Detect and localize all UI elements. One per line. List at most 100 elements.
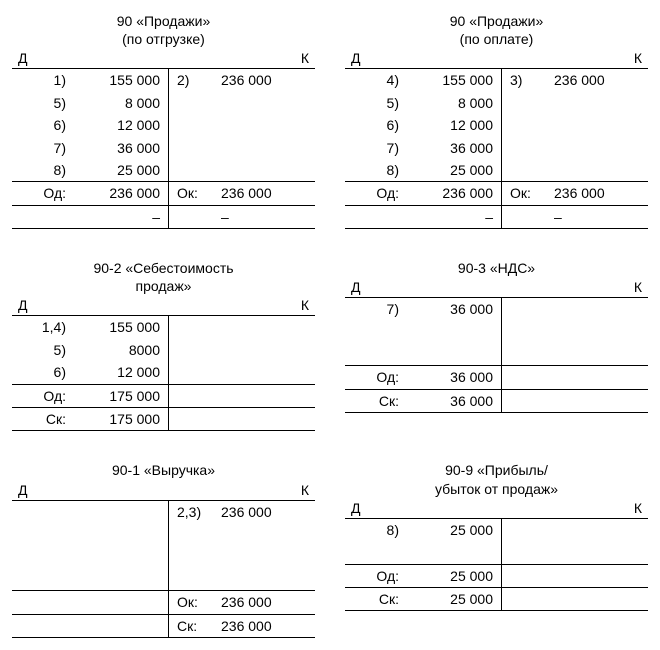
t-row: 5)8 000 [345,92,648,114]
t-account: 90-9 «Прибыль/убыток от продаж»ДК8)25 00… [345,461,648,638]
t-row [345,541,648,563]
col-idx-k: 2) [169,69,217,91]
debit-label: Д [18,50,58,66]
col-val-d: 25 000 [405,519,502,541]
t-body: 4)155 0003)236 0005)8 000 6)12 000 7)36 … [345,69,648,181]
col-idx-d: 5) [351,92,405,114]
col-idx-d [18,615,72,637]
t-row: 8)25 000 [345,519,648,541]
col-idx-k [169,159,217,181]
account-title: 90-2 «Себестоимостьпродаж» [12,259,315,295]
t-row: 8)25 000 [12,159,315,181]
account-title-line: 90-9 «Прибыль/ [345,461,648,479]
col-idx-d [18,545,72,567]
col-val-k [550,541,642,563]
col-val-d: 155 000 [72,316,169,338]
col-val-d: 8 000 [72,92,169,114]
account-title: 90 «Продажи»(по оплате) [345,12,648,48]
t-header: ДК [345,500,648,519]
col-val-k [217,137,309,159]
t-row [12,545,315,567]
col-idx-k [169,92,217,114]
col-idx-k [169,523,217,545]
col-idx-k [502,541,550,563]
col-val-d: 155 000 [72,69,169,91]
col-val-d: 12 000 [72,361,169,383]
col-val-d [405,343,502,365]
t-row: Ск:25 000 [345,588,648,610]
col-val-d [72,568,169,590]
debit-label: Д [351,500,391,516]
col-idx-k [502,298,550,320]
col-val-k [217,523,309,545]
col-val-k: 236 000 [217,501,309,523]
col-val-k: 236 000 [217,591,309,613]
credit-label: К [602,50,642,66]
t-row [345,343,648,365]
col-idx-d [351,206,405,228]
t-row: Од:175 000 [12,385,315,407]
col-val-d: 25 000 [405,159,502,181]
col-val-d: 25 000 [72,159,169,181]
t-row: 6)12 000 [12,114,315,136]
col-val-d [72,523,169,545]
col-idx-k [169,114,217,136]
col-idx-d: Ск: [351,390,405,412]
col-idx-d: Ск: [18,408,72,430]
debit-label: Д [351,279,391,295]
col-val-d: – [72,206,169,228]
col-val-d: 8000 [72,339,169,361]
t-body: 8)25 000 [345,519,648,564]
t-row: 5)8 000 [12,92,315,114]
t-row: 4)155 0003)236 000 [345,69,648,91]
t-row: Ск:36 000 [345,390,648,412]
col-idx-d: Од: [18,182,72,204]
col-idx-k [169,206,217,228]
t-row [345,321,648,343]
col-idx-d: 8) [351,159,405,181]
t-account: 90 «Продажи»(по отгрузке)ДК1)155 0002)23… [12,12,315,229]
col-val-k [550,159,642,181]
col-idx-k: 2,3) [169,501,217,523]
col-idx-d: 8) [351,519,405,541]
rule [12,228,315,229]
t-header: ДК [345,50,648,69]
account-title-line: 90-3 «НДС» [345,259,648,277]
col-idx-d: 4) [351,69,405,91]
t-row: – – [345,206,648,228]
col-val-k [550,366,642,388]
col-idx-d: Од: [351,182,405,204]
account-title-line: убыток от продаж» [345,480,648,498]
col-idx-d [18,501,72,523]
t-account: 90-2 «Себестоимостьпродаж»ДК1,4)155 000 … [12,259,315,431]
t-row: 6)12 000 [345,114,648,136]
t-row: 8)25 000 [345,159,648,181]
col-val-k [550,137,642,159]
col-idx-d: 5) [18,339,72,361]
col-idx-k [502,159,550,181]
t-row: 2,3)236 000 [12,501,315,523]
col-val-d: 36 000 [405,366,502,388]
col-idx-d [351,541,405,563]
col-val-d: 25 000 [405,588,502,610]
col-idx-k [169,339,217,361]
t-row: 6)12 000 [12,361,315,383]
col-idx-k [502,206,550,228]
col-idx-d: Од: [351,366,405,388]
account-title-line: продаж» [12,277,315,295]
t-row: 7)36 000 [345,137,648,159]
col-idx-k [502,519,550,541]
t-body: 1,4)155 000 5)8000 6)12 000 [12,316,315,383]
account-title: 90 «Продажи»(по отгрузке) [12,12,315,48]
col-idx-d: 6) [18,114,72,136]
col-val-d: 236 000 [405,182,502,204]
credit-label: К [602,500,642,516]
col-val-k [550,92,642,114]
account-title-line: (по отгрузке) [12,30,315,48]
col-val-k [550,588,642,610]
account-title-line: 90 «Продажи» [345,12,648,30]
col-idx-d: 5) [18,92,72,114]
t-body: 7)36 000 [345,298,648,365]
col-val-d: 12 000 [405,114,502,136]
t-body: 1)155 0002)236 0005)8 000 6)12 000 7)36 … [12,69,315,181]
